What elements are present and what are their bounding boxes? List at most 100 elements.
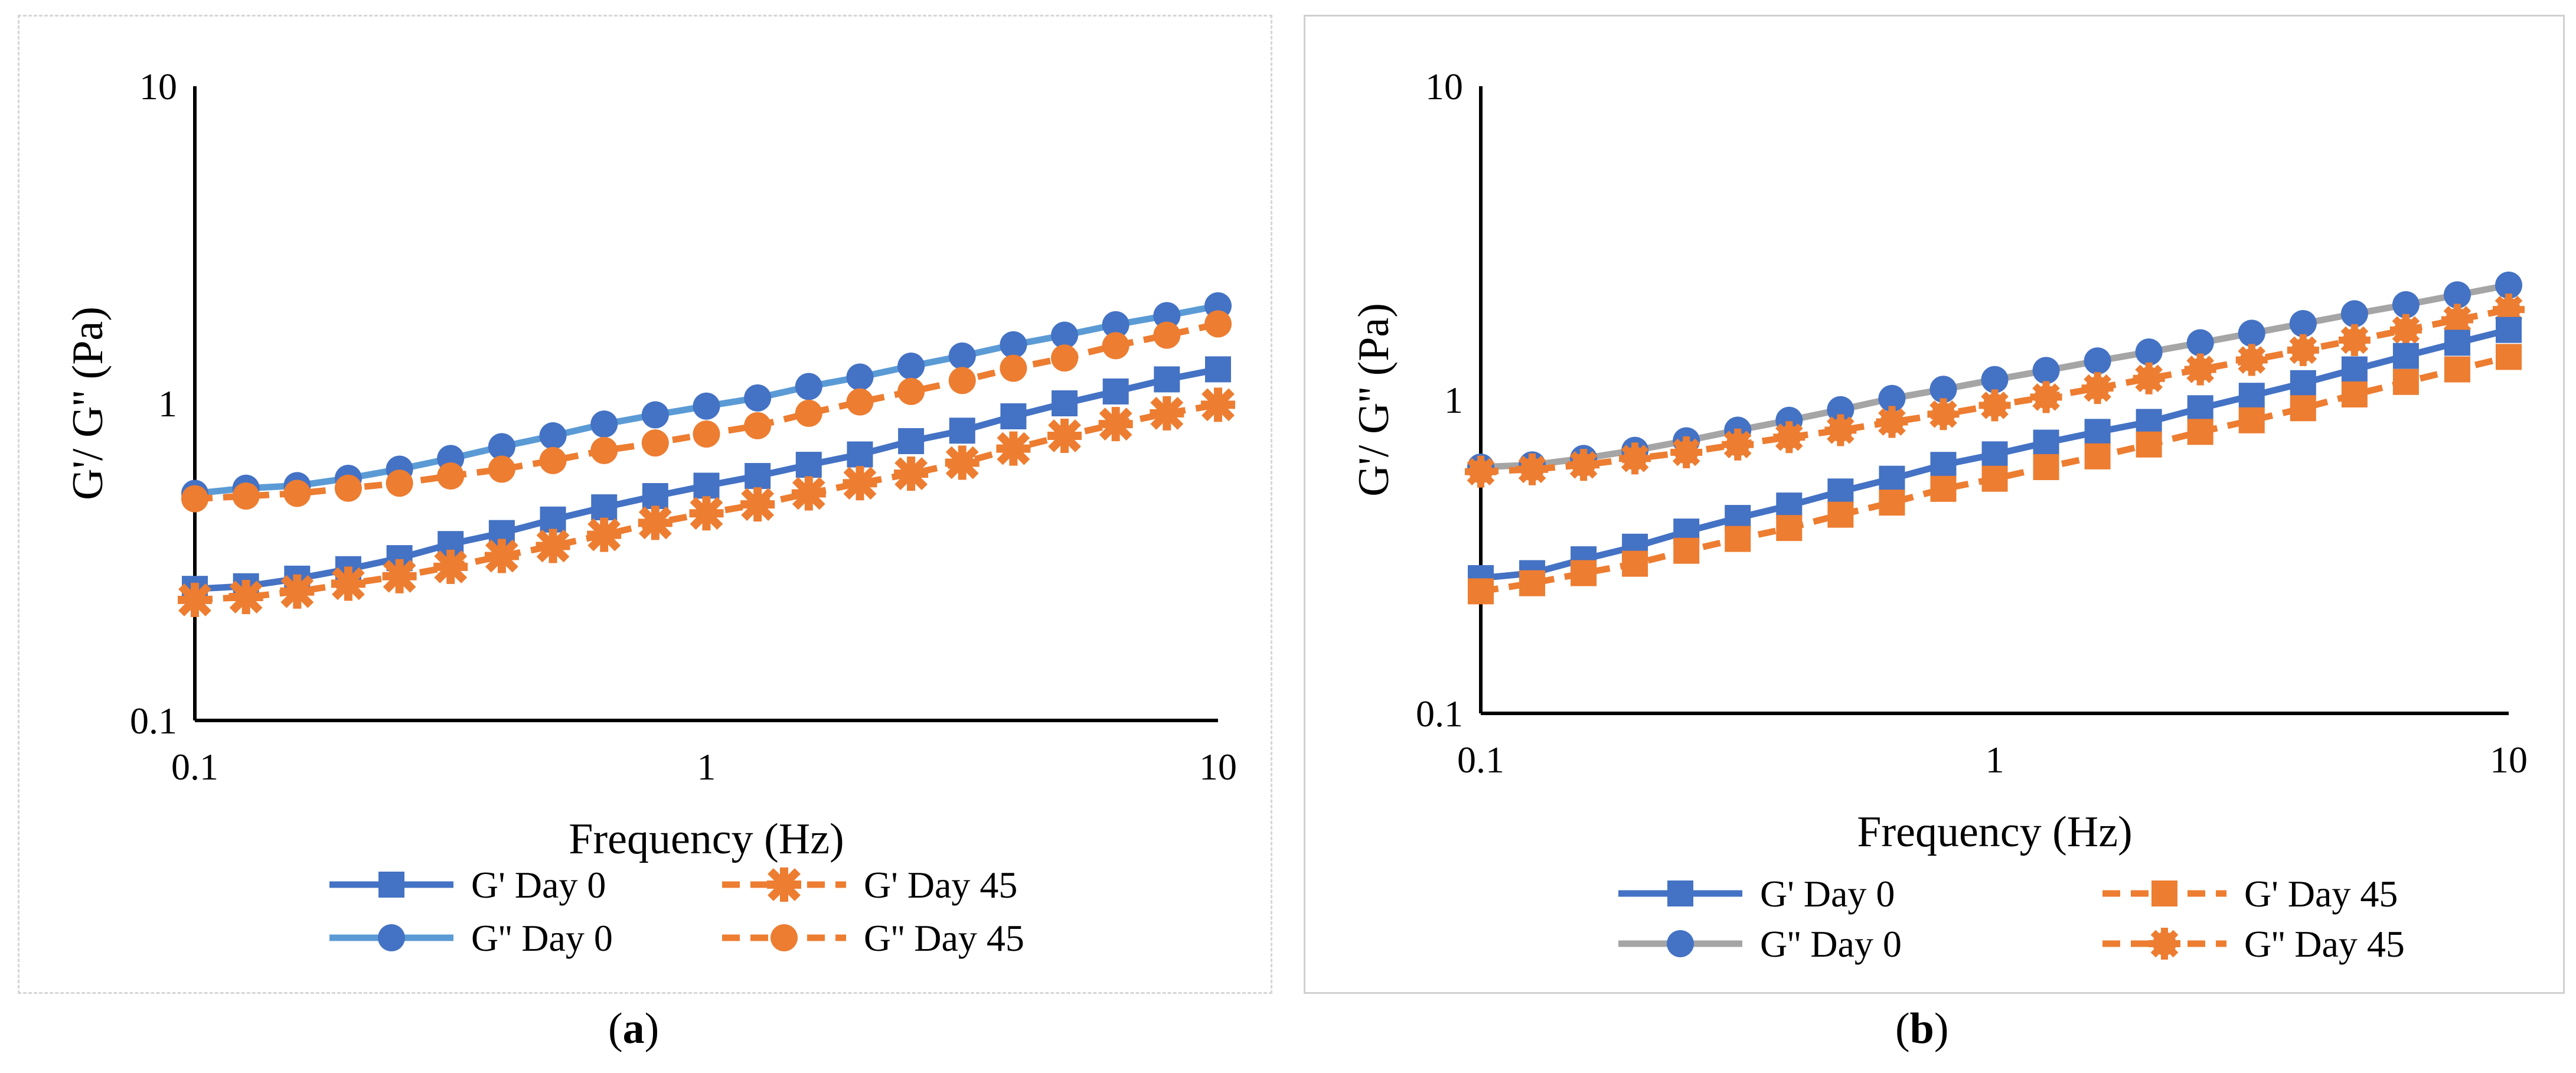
data-point: [898, 428, 925, 455]
data-point: [331, 566, 365, 601]
data-point: [433, 549, 468, 584]
data-point: [2184, 353, 2216, 386]
data-point: [1776, 493, 1803, 519]
chart-panel-b: 0.1 1 10 0.1 1 10 Frequency (Hz) G'/ G'' (Pa) G'…: [1304, 15, 2565, 994]
data-point: [2235, 344, 2268, 376]
data-point: [791, 476, 826, 511]
data-point: [948, 342, 976, 370]
data-point: [1981, 366, 2009, 393]
data-point: [591, 494, 618, 521]
data-point: [2496, 317, 2522, 343]
data-point: [228, 580, 263, 615]
data-point: [641, 401, 669, 429]
legend-label: G' Day 0: [1760, 873, 1895, 915]
data-point: [1773, 421, 1806, 454]
data-point: [795, 373, 822, 400]
data-point: [949, 418, 975, 444]
y-tick-label: 10: [139, 66, 177, 107]
data-point: [1154, 366, 1180, 393]
data-point: [2290, 395, 2316, 422]
legend-marker: [1667, 880, 1693, 906]
data-point: [1619, 442, 1651, 475]
data-point: [1670, 436, 1703, 468]
x-axis-title: Frequency (Hz): [569, 815, 844, 863]
data-point: [1047, 418, 1082, 453]
x-axis-title: Frequency (Hz): [1857, 808, 2132, 856]
data-point: [2287, 334, 2319, 366]
data-point: [1153, 302, 1181, 330]
legend-label: G'' Day 45: [864, 917, 1024, 959]
data-point: [2032, 357, 2060, 384]
data-point: [386, 469, 413, 497]
data-point: [693, 392, 720, 420]
data-point: [2444, 356, 2470, 383]
data-point: [1927, 398, 1960, 430]
data-point: [283, 480, 311, 507]
data-point: [795, 452, 822, 478]
x-tick-label: 0.1: [1457, 739, 1504, 781]
x-tick-label: 1: [697, 746, 716, 788]
data-point: [1981, 441, 2008, 468]
data-point: [2496, 344, 2522, 370]
chart-panel-a: 0.1 1 10 0.1 1 10 Frequency (Hz) G'/ G'' (Pa) G'…: [18, 15, 1272, 994]
data-point: [1052, 390, 1078, 416]
data-point: [1879, 490, 1905, 516]
data-point: [2341, 381, 2368, 407]
y-tick-label: 1: [1444, 379, 1463, 421]
data-point: [1204, 310, 1232, 338]
data-point: [2389, 314, 2422, 346]
data-point: [693, 472, 720, 499]
y-axis-title: G'/ G'' (Pa): [1350, 303, 1398, 497]
data-point: [488, 455, 515, 483]
data-point: [1000, 403, 1027, 429]
data-point: [642, 483, 668, 510]
data-point: [2033, 429, 2059, 456]
legend-entry: G'' Day 45: [722, 917, 1024, 959]
data-point: [1776, 515, 1803, 542]
data-point: [1516, 453, 1549, 485]
data-point: [2030, 381, 2062, 413]
data-point: [1622, 550, 1648, 577]
series-g-day-45: [1465, 293, 2525, 488]
data-point: [1929, 376, 1957, 403]
data-point: [2338, 324, 2371, 356]
data-point: [2392, 343, 2419, 369]
data-point: [1051, 344, 1079, 372]
data-point: [897, 377, 925, 405]
y-tick-label: 0.1: [1416, 693, 1463, 735]
caption-a-letter: a: [622, 1004, 645, 1053]
data-point: [1876, 406, 1908, 438]
y-tick-label: 10: [1425, 66, 1463, 107]
data-point: [2341, 356, 2368, 383]
data-point: [1153, 321, 1181, 349]
data-point: [2133, 362, 2165, 394]
legend-entry: G' Day 0: [329, 864, 606, 906]
data-point: [638, 505, 672, 540]
data-point: [1102, 311, 1129, 338]
legend-entry: G'' Day 0: [1618, 923, 1902, 965]
data-point: [1098, 407, 1133, 442]
data-point: [1879, 465, 1905, 492]
data-point: [745, 463, 771, 490]
series-g-day-45: [181, 310, 1232, 513]
legend-entry: G' Day 0: [1618, 873, 1895, 915]
data-point: [536, 529, 570, 563]
data-point: [1000, 354, 1027, 382]
x-tick-label: 10: [2490, 739, 2528, 781]
data-point: [996, 431, 1031, 466]
x-tick-label: 1: [1986, 739, 2004, 781]
data-point: [1827, 478, 1854, 505]
data-point: [795, 399, 822, 427]
data-point: [1930, 475, 1957, 502]
data-point: [587, 517, 622, 552]
data-point: [1722, 428, 1754, 461]
data-point: [2136, 431, 2162, 458]
data-point: [484, 539, 519, 573]
legend-marker: [2149, 928, 2180, 960]
data-point: [948, 367, 976, 394]
data-point: [2290, 370, 2316, 396]
data-point: [539, 422, 567, 449]
data-point: [2443, 281, 2471, 309]
data-point: [1468, 578, 1494, 605]
legend-marker: [767, 867, 801, 902]
